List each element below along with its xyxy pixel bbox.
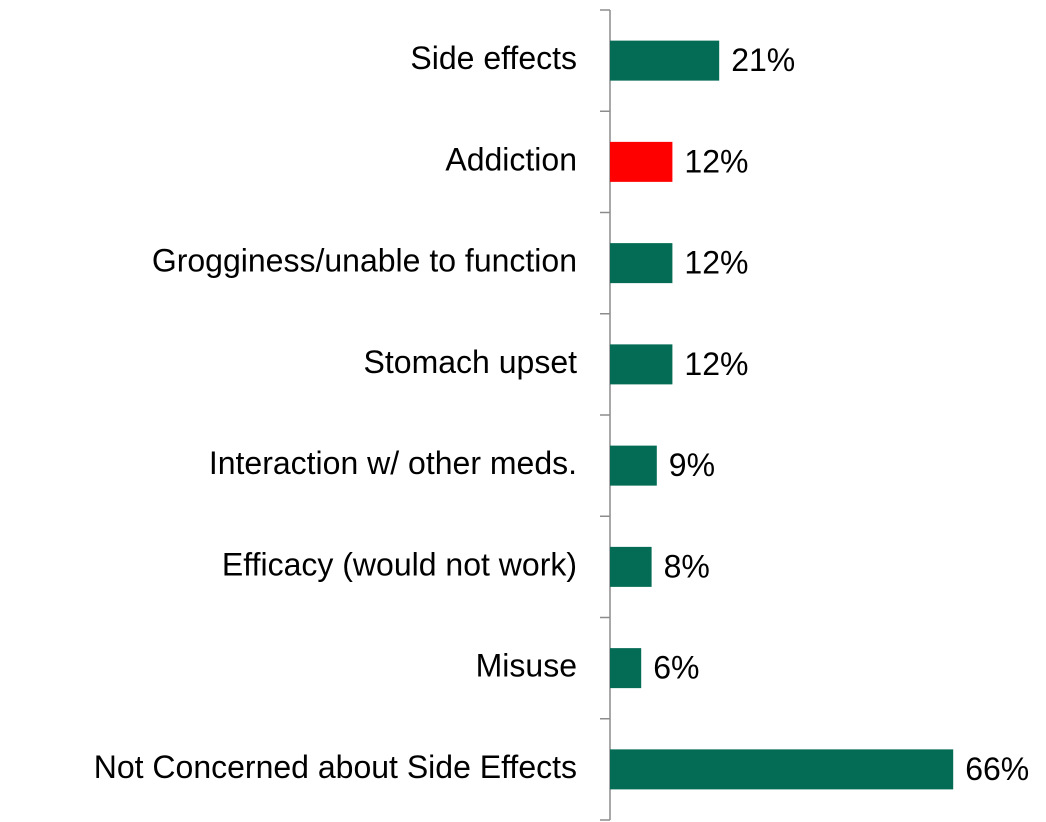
value-label: 21% — [731, 42, 795, 78]
value-label: 6% — [653, 650, 699, 686]
category-label: Misuse — [476, 648, 577, 684]
value-label: 12% — [684, 245, 748, 281]
category-label: Efficacy (would not work) — [222, 546, 577, 582]
category-label: Side effects — [410, 40, 577, 76]
bar — [610, 648, 642, 689]
value-label: 12% — [684, 143, 748, 179]
bar — [610, 546, 652, 587]
value-label: 66% — [965, 751, 1029, 787]
bar — [610, 141, 673, 182]
bar — [610, 749, 954, 790]
bar — [610, 344, 673, 385]
category-label: Stomach upset — [364, 344, 578, 380]
value-label: 9% — [669, 447, 715, 483]
category-label: Addiction — [445, 141, 577, 177]
value-label: 12% — [684, 346, 748, 382]
bar — [610, 243, 673, 284]
category-label: Grogginess/unable to function — [152, 243, 577, 279]
value-label: 8% — [664, 548, 710, 584]
bar — [610, 40, 720, 81]
category-label: Interaction w/ other meds. — [209, 445, 577, 481]
category-label: Not Concerned about Side Effects — [94, 749, 577, 785]
bar — [610, 445, 657, 486]
